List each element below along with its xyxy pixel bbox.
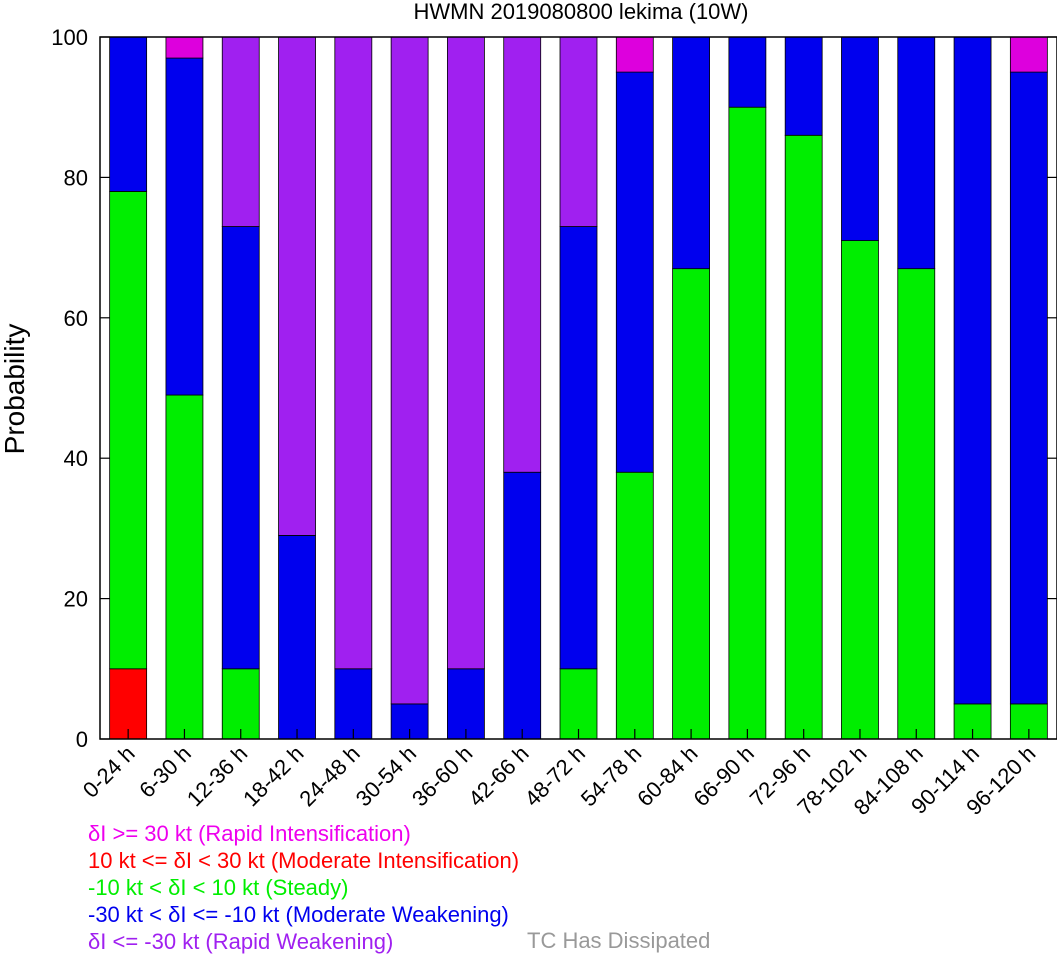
y-tick-label: 0 xyxy=(76,727,88,752)
bar-segment-rapid_weakening xyxy=(503,36,542,473)
legend-rapid-weakening: δI <= -30 kt (Rapid Weakening) xyxy=(88,929,394,954)
legend-rapid-intensification: δI >= 30 kt (Rapid Intensification) xyxy=(88,821,411,846)
dissipated-label: TC Has Dissipated xyxy=(527,928,711,953)
bar-segment-moderate_weakening xyxy=(165,57,204,396)
bar-segment-moderate_weakening xyxy=(1009,71,1048,705)
bar-segment-moderate_weakening xyxy=(278,535,316,740)
plot-frame xyxy=(99,36,1057,740)
x-tick-label: 42-66 h xyxy=(463,741,533,811)
bar-segment-steady xyxy=(559,668,598,740)
x-tick-label: 24-48 h xyxy=(294,741,364,811)
bar-segment-rapid_weakening xyxy=(221,36,260,227)
bar-segment-rapid_weakening xyxy=(334,36,373,670)
bar-segment-moderate_weakening xyxy=(841,36,879,241)
y-tick-label: 60 xyxy=(64,306,88,331)
bar-segment-moderate_weakening xyxy=(953,36,992,705)
x-tick-label: 18-42 h xyxy=(238,741,308,811)
x-tick-label: 60-84 h xyxy=(632,741,702,811)
y-tick-label: 100 xyxy=(51,25,88,50)
legend-moderate-intensification: 10 kt <= δI < 30 kt (Moderate Intensific… xyxy=(88,848,520,873)
bar-segment-rapid_intensification xyxy=(615,36,654,73)
y-axis-label: Probability xyxy=(0,324,30,455)
bar-segment-steady xyxy=(615,471,654,740)
bar-segment-steady xyxy=(672,268,710,740)
y-tick-label: 20 xyxy=(64,587,88,612)
bar-segment-moderate_weakening xyxy=(334,668,373,740)
legend-moderate-weakening: -30 kt < δI <= -10 kt (Moderate Weakenin… xyxy=(88,902,509,927)
bar-segment-steady xyxy=(165,394,204,740)
bar-segment-moderate_weakening xyxy=(221,226,260,670)
x-tick-label: 30-54 h xyxy=(351,741,421,811)
bar-segment-moderate_weakening xyxy=(728,36,767,108)
bar-segment-moderate_weakening xyxy=(897,36,936,270)
x-tick-label: 12-36 h xyxy=(182,741,252,811)
bar-segment-moderate_weakening xyxy=(109,36,148,192)
x-tick-label: 66-90 h xyxy=(688,741,758,811)
legend-steady: -10 kt < δI < 10 kt (Steady) xyxy=(88,875,349,900)
bar-segment-moderate_weakening xyxy=(447,668,485,740)
stacked-bar-chart: HWMN 2019080800 lekima (10W) Probability… xyxy=(0,0,1057,820)
bar-segment-rapid_weakening xyxy=(390,36,429,705)
bar-segment-rapid_intensification xyxy=(1009,36,1048,73)
bar-segment-rapid_weakening xyxy=(447,36,485,670)
x-tick-label: 36-60 h xyxy=(407,741,477,811)
bar-segment-rapid_weakening xyxy=(559,36,598,227)
bar-segment-steady xyxy=(841,240,879,740)
bar-segment-moderate_weakening xyxy=(615,71,654,473)
bar-segment-rapid_weakening xyxy=(278,36,316,536)
legend: δI >= 30 kt (Rapid Intensification) 10 k… xyxy=(88,820,519,955)
bar-segment-moderate_weakening xyxy=(503,471,542,740)
chart-title: HWMN 2019080800 lekima (10W) xyxy=(413,0,748,24)
bar-segment-moderate_intensification xyxy=(109,668,148,740)
x-tick-label: 48-72 h xyxy=(520,741,590,811)
bar-segment-moderate_weakening xyxy=(559,226,598,670)
bar-segment-steady xyxy=(784,134,823,740)
bar-segment-rapid_intensification xyxy=(165,36,204,59)
bar-segment-steady xyxy=(221,668,260,740)
bar-segment-moderate_weakening xyxy=(672,36,710,270)
x-tick-label: 54-78 h xyxy=(576,741,646,811)
y-tick-label: 40 xyxy=(64,446,88,471)
bar-segment-steady xyxy=(897,268,936,740)
y-tick-label: 80 xyxy=(64,165,88,190)
bar-segment-steady xyxy=(728,106,767,740)
bars-group xyxy=(109,36,1048,740)
bar-segment-steady xyxy=(109,191,148,670)
bar-segment-moderate_weakening xyxy=(784,36,823,136)
